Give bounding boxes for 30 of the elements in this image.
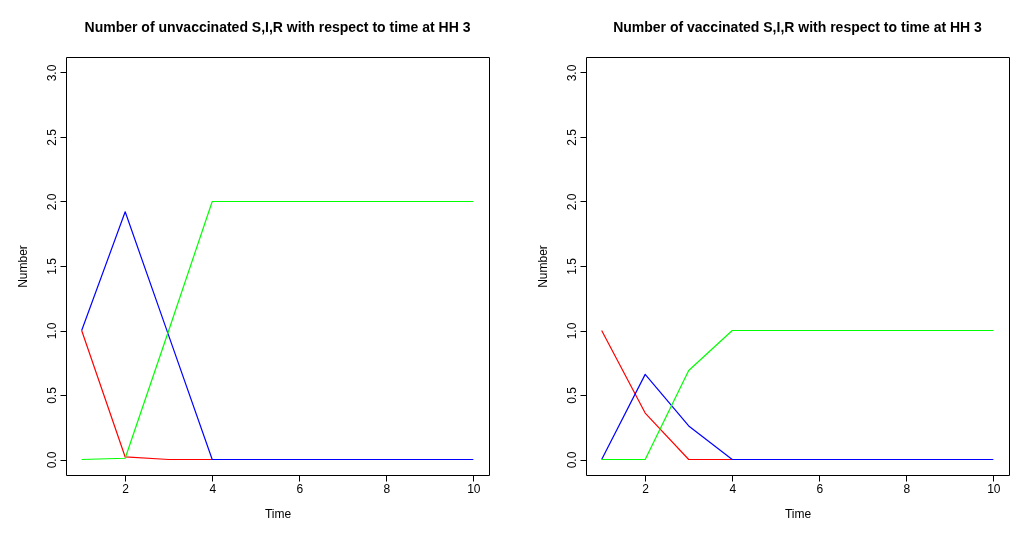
y-tick-label: 0.5: [44, 386, 59, 404]
x-axis-title: Time: [264, 506, 292, 521]
y-axis-title: Number: [535, 245, 550, 288]
y-axis-title: Number: [15, 245, 30, 288]
y-tick-label: 3.0: [564, 64, 579, 82]
x-tick-label: 10: [987, 481, 1001, 496]
x-tick-label: 4: [209, 481, 217, 496]
chart-title: Number of unvaccinated S,I,R with respect to time at HH 3: [84, 19, 471, 35]
y-tick-label: 1.5: [564, 257, 579, 275]
y-tick-label: 0.0: [564, 451, 579, 469]
y-tick-label: 1.5: [44, 257, 59, 275]
x-tick-label: 10: [467, 481, 481, 496]
x-tick-label: 8: [383, 481, 391, 496]
y-tick-label: 1.0: [564, 322, 579, 340]
y-tick-label: 2.5: [44, 128, 59, 146]
x-tick-label: 2: [122, 481, 130, 496]
x-tick-label: 4: [729, 481, 737, 496]
y-tick-label: 1.0: [44, 322, 59, 340]
x-tick-label: 6: [816, 481, 824, 496]
x-tick-label: 2: [642, 481, 650, 496]
y-tick-label: 0.0: [44, 451, 59, 469]
x-tick-label: 6: [296, 481, 304, 496]
x-tick-label: 8: [903, 481, 911, 496]
y-tick-label: 2.0: [564, 193, 579, 211]
y-tick-label: 0.5: [564, 386, 579, 404]
y-tick-label: 3.0: [44, 64, 59, 82]
x-axis-title: Time: [784, 506, 812, 521]
chart-title: Number of vaccinated S,I,R with respect to time at HH 3: [613, 19, 983, 35]
y-tick-label: 2.0: [44, 193, 59, 211]
y-tick-label: 2.5: [564, 128, 579, 146]
